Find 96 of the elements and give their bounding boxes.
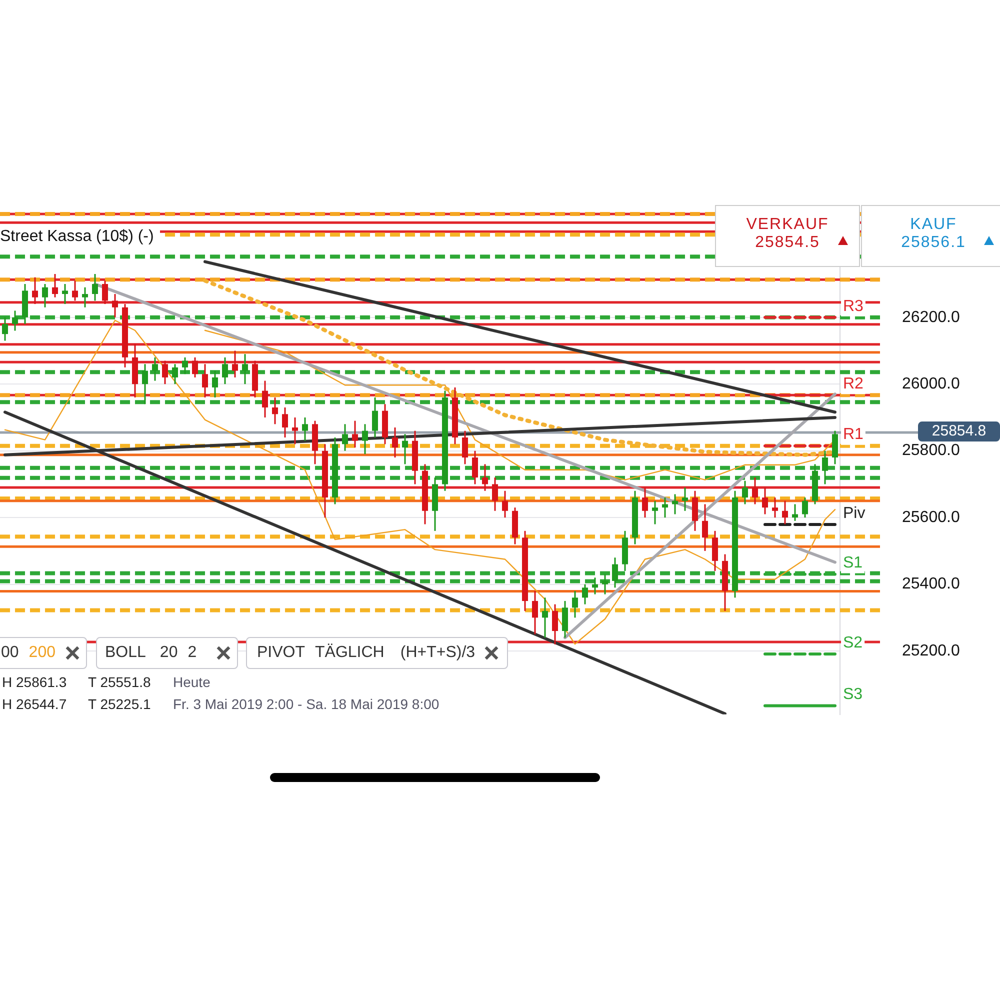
y-tick-label: 26000.0 xyxy=(902,376,960,393)
series-label: S1 xyxy=(843,554,863,572)
candlestick xyxy=(352,420,358,448)
candlestick xyxy=(692,490,698,532)
candlestick xyxy=(162,360,168,385)
candlestick xyxy=(552,604,558,646)
candlestick xyxy=(702,503,708,552)
candlestick xyxy=(72,280,78,302)
candlestick xyxy=(582,584,588,606)
candlestick xyxy=(532,590,538,636)
annotation: 25854.5 xyxy=(754,234,821,252)
candlestick xyxy=(782,500,788,525)
series-label: R3 xyxy=(843,298,864,315)
quote-panel: VERKAUF 25854.5 KAUF 25856.1 xyxy=(715,205,1000,267)
candlestick xyxy=(202,363,208,398)
candlestick xyxy=(82,286,88,308)
candlestick xyxy=(172,363,178,385)
ref-line-label: 25854.8 xyxy=(932,422,986,440)
annotation: 200 xyxy=(28,644,56,661)
candlestick xyxy=(62,283,68,305)
y-tick-label: 25800.0 xyxy=(902,442,960,460)
candlestick xyxy=(232,350,238,378)
series-label: R2 xyxy=(843,376,864,393)
series-label: S2 xyxy=(843,634,863,652)
candlestick xyxy=(652,500,658,525)
candlestick xyxy=(182,356,188,375)
text: Street Kassa (10$) (-) xyxy=(0,226,160,248)
candlestick xyxy=(592,576,598,596)
candlestick xyxy=(492,476,498,512)
candlestick xyxy=(392,426,398,458)
y-tick-label: 25600.0 xyxy=(902,508,960,526)
candlestick xyxy=(402,433,408,465)
annotation: 20 xyxy=(160,644,178,661)
y-tick-label: 25400.0 xyxy=(902,576,960,593)
candlestick xyxy=(562,600,568,638)
candlestick xyxy=(682,486,688,512)
annotation: Heute xyxy=(173,674,210,690)
candlestick xyxy=(342,423,348,452)
candlestick xyxy=(112,293,118,318)
candlestick xyxy=(12,310,18,332)
candlestick xyxy=(762,486,768,515)
candlestick xyxy=(482,463,488,492)
candlestick xyxy=(242,353,248,385)
candlestick xyxy=(362,423,368,455)
annotation: (H+T+S)/3 xyxy=(400,644,476,661)
candlestick xyxy=(142,363,148,405)
candlestick xyxy=(272,396,278,425)
annotation: BOLL xyxy=(105,644,146,661)
candlestick xyxy=(372,396,378,438)
annotation: Fr. 3 Mai 2019 2:00 - Sa. 18 Mai 2019 8:00 xyxy=(173,696,440,712)
y-tick-label: 26200.0 xyxy=(902,308,960,326)
candlestick xyxy=(672,493,678,515)
annotation: 2 xyxy=(188,644,197,661)
series-label: S3 xyxy=(843,686,863,704)
annotation: VERKAUF xyxy=(745,216,830,234)
candlestick xyxy=(42,283,48,308)
candlestick xyxy=(602,574,608,596)
candlestick xyxy=(302,416,308,442)
candlestick xyxy=(262,380,268,418)
candlestick xyxy=(292,416,298,445)
candlestick xyxy=(742,480,748,505)
candlestick xyxy=(662,496,668,518)
candlestick xyxy=(612,556,618,588)
annotation: TÄGLICH xyxy=(315,644,384,661)
candlestick xyxy=(52,273,58,298)
annotation: H 25861.3 xyxy=(2,674,68,690)
candlestick xyxy=(102,280,108,305)
candlestick xyxy=(822,450,828,485)
candlestick xyxy=(32,276,38,305)
candlestick xyxy=(462,430,468,465)
annotation: T 25551.8 xyxy=(88,674,152,690)
candlestick xyxy=(542,596,548,638)
candlestick xyxy=(792,503,798,522)
series-label: Piv xyxy=(843,504,866,522)
candlestick xyxy=(832,430,838,465)
candlestick xyxy=(772,496,778,518)
y-tick-label: 25200.0 xyxy=(902,642,960,660)
candlestick xyxy=(752,476,758,505)
candlestick xyxy=(152,356,158,382)
candlestick xyxy=(192,356,198,378)
candlestick xyxy=(222,356,228,385)
candlestick xyxy=(282,406,288,438)
candlestick xyxy=(802,496,808,518)
candlestick xyxy=(472,450,478,485)
candlestick xyxy=(502,490,508,518)
candlestick xyxy=(642,486,648,518)
annotation: T 25225.1 xyxy=(88,696,152,712)
series-label: R1 xyxy=(843,426,864,444)
candlestick xyxy=(572,590,578,618)
annotation: 00 xyxy=(1,644,19,661)
candlestick xyxy=(212,370,218,398)
annotation: H 26544.7 xyxy=(2,696,68,712)
candlestick xyxy=(2,316,8,342)
candlestick xyxy=(712,530,718,572)
annotation: PIVOT xyxy=(257,644,306,661)
candlestick xyxy=(92,273,98,302)
